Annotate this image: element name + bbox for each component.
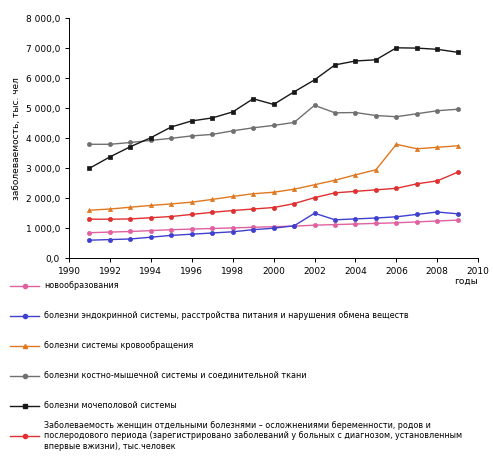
Text: болезни костно-мышечной системы и соединительной ткани: болезни костно-мышечной системы и соедин… [44, 371, 307, 380]
Text: годы: годы [455, 278, 478, 286]
Y-axis label: заболеваемость, тыс. чел: заболеваемость, тыс. чел [12, 77, 22, 200]
Text: болезни мочеполовой системы: болезни мочеполовой системы [44, 401, 177, 410]
Text: болезни системы кровообращения: болезни системы кровообращения [44, 341, 194, 350]
Text: Заболеваемость женщин отдельными болезнями – осложнениями беременности, родов и : Заболеваемость женщин отдельными болезня… [44, 421, 462, 450]
Text: болезни эндокринной системы, расстройства питания и нарушения обмена веществ: болезни эндокринной системы, расстройств… [44, 311, 409, 320]
Text: новообразования: новообразования [44, 281, 119, 290]
